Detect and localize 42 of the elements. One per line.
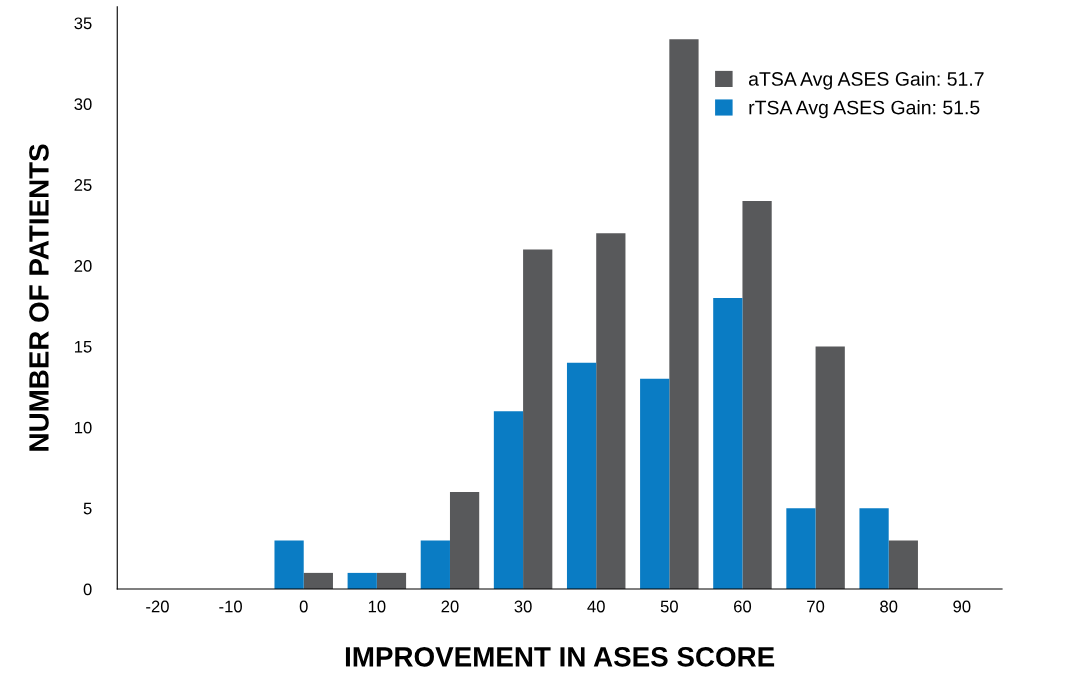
y-tick-label: 35 [74,17,92,30]
y-tick-label: 30 [74,98,92,111]
y-tick-label: 5 [83,502,92,515]
bar [786,508,816,590]
bar [596,233,626,590]
bar [888,540,918,590]
bar [713,297,743,590]
y-tick-label: 10 [74,421,92,434]
bar [523,249,553,590]
x-tick-label: 30 [514,600,532,613]
bar [742,200,772,590]
x-tick-label: 70 [807,600,825,613]
bar [420,540,450,590]
x-tick-label: 60 [734,600,752,613]
bar [859,508,889,590]
x-tick-label: 10 [368,600,386,613]
bar [669,39,699,590]
bar [303,572,333,590]
bar [449,492,480,590]
x-tick-label: -20 [146,600,169,613]
x-tick-label: -10 [219,600,242,613]
bar [815,346,845,590]
x-tick-label: 50 [660,600,678,613]
x-tick-label: 40 [587,600,605,613]
x-axis-title: IMPROVEMENT IN ASES SCORE [345,647,775,667]
bar [493,411,524,590]
x-tick-label: 90 [953,600,971,613]
legend-label: rTSA Avg ASES Gain: 51.5 [749,100,980,119]
bar [566,362,597,590]
y-tick-label: 25 [74,179,92,191]
x-tick-label: 0 [299,600,308,613]
bar [640,378,670,590]
y-tick-label: 20 [74,259,92,272]
bar [347,572,377,590]
x-tick-label: 20 [441,600,459,613]
y-tick-label: 15 [74,341,92,353]
bar [376,572,407,590]
y-tick-label: 0 [83,583,92,596]
y-axis-title: NUMBER OF PATIENTS [29,144,49,451]
x-tick-label: 80 [880,600,898,613]
legend-label: aTSA Avg ASES Gain: 51.7 [748,71,984,90]
bar [274,540,304,590]
